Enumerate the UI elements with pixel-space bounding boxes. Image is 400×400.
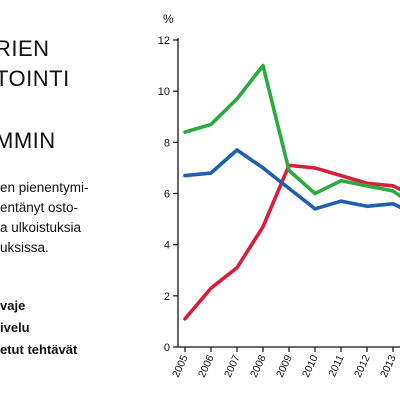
legend-item-1: vaje: [0, 298, 26, 313]
y-tick-label: 2: [164, 291, 170, 303]
series-3: [183, 148, 400, 211]
series-line: [183, 63, 400, 198]
x-tick-label: 2006: [196, 353, 217, 379]
y-unit-label: %: [163, 12, 174, 26]
y-tick-label: 4: [164, 240, 170, 252]
article-text: RIEN TOINTI MMIN en pienentymi- entänyt …: [0, 0, 152, 400]
x-tick-label: 2008: [248, 353, 269, 379]
headline-line-1: RIEN: [0, 36, 50, 61]
y-tick-label: 6: [164, 189, 170, 201]
x-tick-label: 2013: [378, 353, 399, 379]
x-tick-label: 2005: [170, 353, 191, 379]
legend-item-3: etut tehtävät: [0, 342, 78, 357]
x-tick-label: 2012: [352, 353, 373, 379]
series-1: [183, 163, 400, 321]
x-tick-label: 2011: [326, 353, 346, 379]
legend-item-2: ivelu: [0, 320, 30, 335]
body-line-4: uksissa.: [0, 240, 49, 255]
x-tick-label: 2009: [274, 353, 295, 379]
y-tick-label: 8: [164, 137, 170, 149]
y-tick-label: 10: [158, 86, 170, 98]
body-line-2: entänyt osto-: [0, 200, 79, 215]
series-line: [183, 163, 400, 321]
x-tick-label: 2007: [222, 353, 243, 379]
body-line-3: a ulkoistuksia: [0, 220, 82, 235]
y-tick-label: 12: [158, 35, 170, 47]
headline-line-4: MMIN: [0, 128, 56, 153]
y-tick-label: 0: [164, 342, 170, 354]
series-line: [183, 148, 400, 211]
series-2: [183, 63, 400, 198]
x-tick-label: 2010: [300, 353, 321, 379]
body-line-1: en pienentymi-: [0, 180, 89, 195]
headline-line-2: TOINTI: [0, 66, 70, 91]
